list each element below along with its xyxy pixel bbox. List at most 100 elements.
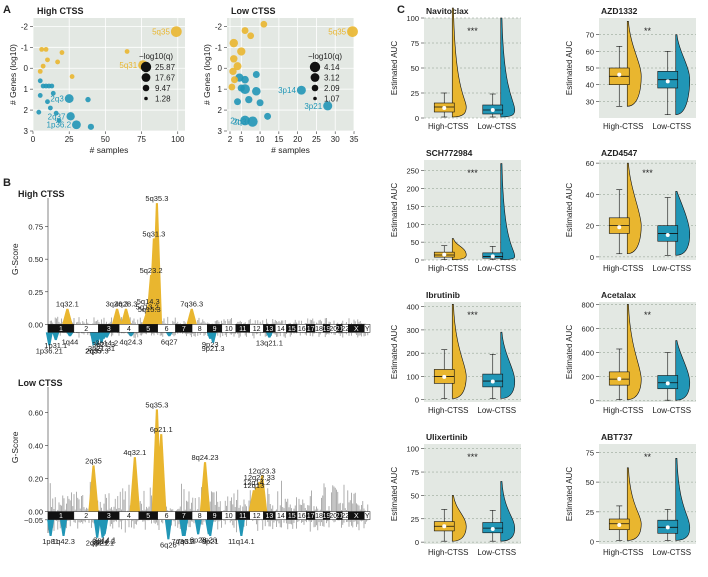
gistic-title: High CTSS bbox=[18, 189, 65, 199]
violin-half bbox=[500, 17, 516, 118]
legend-size-dot bbox=[313, 96, 317, 101]
significance-label: *** bbox=[467, 452, 478, 462]
violin-half bbox=[451, 304, 467, 399]
scatter-point bbox=[264, 112, 272, 120]
scatter-point bbox=[237, 84, 245, 92]
y-tick-label: 50 bbox=[586, 64, 594, 73]
chromosome-label: 13 bbox=[265, 326, 273, 333]
scatter-point bbox=[55, 59, 61, 65]
chromosome-label: 19 bbox=[323, 326, 331, 333]
peak-label: 3p21.3 bbox=[92, 340, 115, 349]
y-tick-label: -2 bbox=[215, 22, 223, 31]
scatter-title: High CTSS bbox=[37, 6, 84, 16]
y-tick-label: 100 bbox=[406, 445, 419, 454]
chromosome-label: Y bbox=[365, 326, 370, 333]
peak-label: 5q15.3 bbox=[138, 305, 161, 314]
y-axis-title: Estimated AUC bbox=[565, 325, 574, 379]
legend-title: −log10(q) bbox=[139, 52, 173, 61]
y-tick-label: 75 bbox=[411, 39, 419, 48]
x-category-label: Low-CTSS bbox=[477, 548, 516, 557]
y-tick-label: 25 bbox=[411, 89, 419, 98]
scatter-point bbox=[228, 83, 236, 91]
y-tick-label: 200 bbox=[406, 185, 419, 194]
scatter-point bbox=[296, 85, 306, 95]
x-category-label: High-CTSS bbox=[603, 548, 643, 557]
chromosome-label: 11 bbox=[239, 326, 246, 333]
legend-size-dot bbox=[141, 73, 151, 82]
point-label: 5q35 bbox=[328, 28, 346, 37]
y-tick-label: 3 bbox=[24, 127, 29, 136]
scatter-point bbox=[47, 105, 53, 111]
drug-title: ABT737 bbox=[601, 432, 633, 442]
scatter-point bbox=[256, 99, 264, 107]
violin-half bbox=[675, 34, 691, 115]
x-tick-label: 50 bbox=[101, 135, 110, 144]
chromosome-label: 4 bbox=[127, 326, 131, 333]
chromosome-label: 18 bbox=[315, 326, 323, 333]
gistic-title: Low CTSS bbox=[18, 378, 63, 388]
chromosome-label: 16 bbox=[298, 513, 306, 520]
deletion-peak bbox=[52, 332, 60, 341]
x-tick-label: 25 bbox=[65, 135, 74, 144]
deletion-peak bbox=[209, 332, 217, 343]
y-axis-title: G-Score bbox=[10, 243, 20, 275]
y-tick-label: 100 bbox=[406, 372, 419, 381]
violin-half bbox=[500, 163, 516, 260]
scatter-point bbox=[252, 86, 261, 96]
scatter-point bbox=[260, 20, 268, 28]
peak-label: 5q14.3 bbox=[137, 297, 160, 306]
violin-half bbox=[451, 238, 467, 260]
peak-label: 1q42.3 bbox=[52, 537, 75, 546]
peak-label: 9p23 bbox=[202, 340, 219, 349]
x-category-label: High-CTSS bbox=[428, 548, 468, 557]
y-tick-label: 3 bbox=[218, 127, 223, 136]
chromosome-label: 17 bbox=[307, 326, 315, 333]
scatter-point bbox=[245, 95, 253, 104]
peak-label: 7q36.3 bbox=[180, 300, 203, 309]
drug-title: AZD1332 bbox=[601, 6, 638, 16]
y-tick-label: 25 bbox=[411, 515, 419, 524]
peak-label: 7q31 bbox=[176, 537, 193, 546]
y-axis-title: Estimated AUC bbox=[390, 325, 399, 379]
peak-label: 12q14.2 bbox=[243, 478, 270, 487]
peak-label: 1q44 bbox=[62, 337, 79, 346]
y-tick-label: 300 bbox=[406, 326, 419, 335]
peak-label: 2q35 bbox=[85, 456, 102, 465]
panel-label-b: B bbox=[3, 177, 11, 189]
amplification-peak bbox=[186, 308, 197, 325]
y-tick-label: −0.05 bbox=[24, 516, 43, 525]
peak-label: 5q35.3 bbox=[145, 400, 168, 409]
y-tick-label: 60 bbox=[586, 159, 594, 168]
chromosome-label: 16 bbox=[298, 326, 306, 333]
box-mean-dot bbox=[490, 527, 495, 532]
y-tick-label: 0 bbox=[590, 538, 594, 547]
scatter-point bbox=[37, 78, 43, 84]
deletion-peak bbox=[60, 519, 68, 537]
deletion-peak bbox=[66, 332, 74, 337]
y-tick-label: -2 bbox=[21, 22, 29, 31]
chromosome-label: 3 bbox=[107, 513, 111, 520]
legend-value: 3.12 bbox=[324, 74, 340, 83]
chromosome-label: 7 bbox=[182, 513, 186, 520]
y-tick-label: 1 bbox=[218, 85, 223, 94]
drug-title: AZD4547 bbox=[601, 148, 638, 158]
y-axis-title: # Genes (log10) bbox=[8, 44, 18, 105]
deletion-peak bbox=[127, 332, 135, 337]
box-mean-dot bbox=[442, 252, 447, 257]
point-label: 1p36.2 bbox=[47, 121, 72, 130]
x-tick-label: 10 bbox=[256, 135, 265, 144]
point-label: 3p14 bbox=[278, 86, 296, 95]
x-axis-title: # samples bbox=[90, 145, 129, 155]
y-tick-label: 25 bbox=[586, 508, 594, 517]
legend-value: 17.67 bbox=[155, 74, 176, 83]
scatter-point bbox=[45, 99, 50, 105]
peak-label: 3p14.2 bbox=[92, 537, 115, 546]
y-tick-label: 60 bbox=[586, 47, 594, 56]
chromosome-label: Y bbox=[365, 513, 370, 520]
point-label: 5q35 bbox=[152, 28, 170, 37]
peak-label: 3p21.31 bbox=[88, 344, 115, 353]
chromosome-label: 22 bbox=[341, 326, 349, 333]
significance-label: ** bbox=[644, 310, 652, 320]
x-category-label: High-CTSS bbox=[428, 406, 468, 415]
chromosome-label: 12 bbox=[253, 513, 261, 520]
